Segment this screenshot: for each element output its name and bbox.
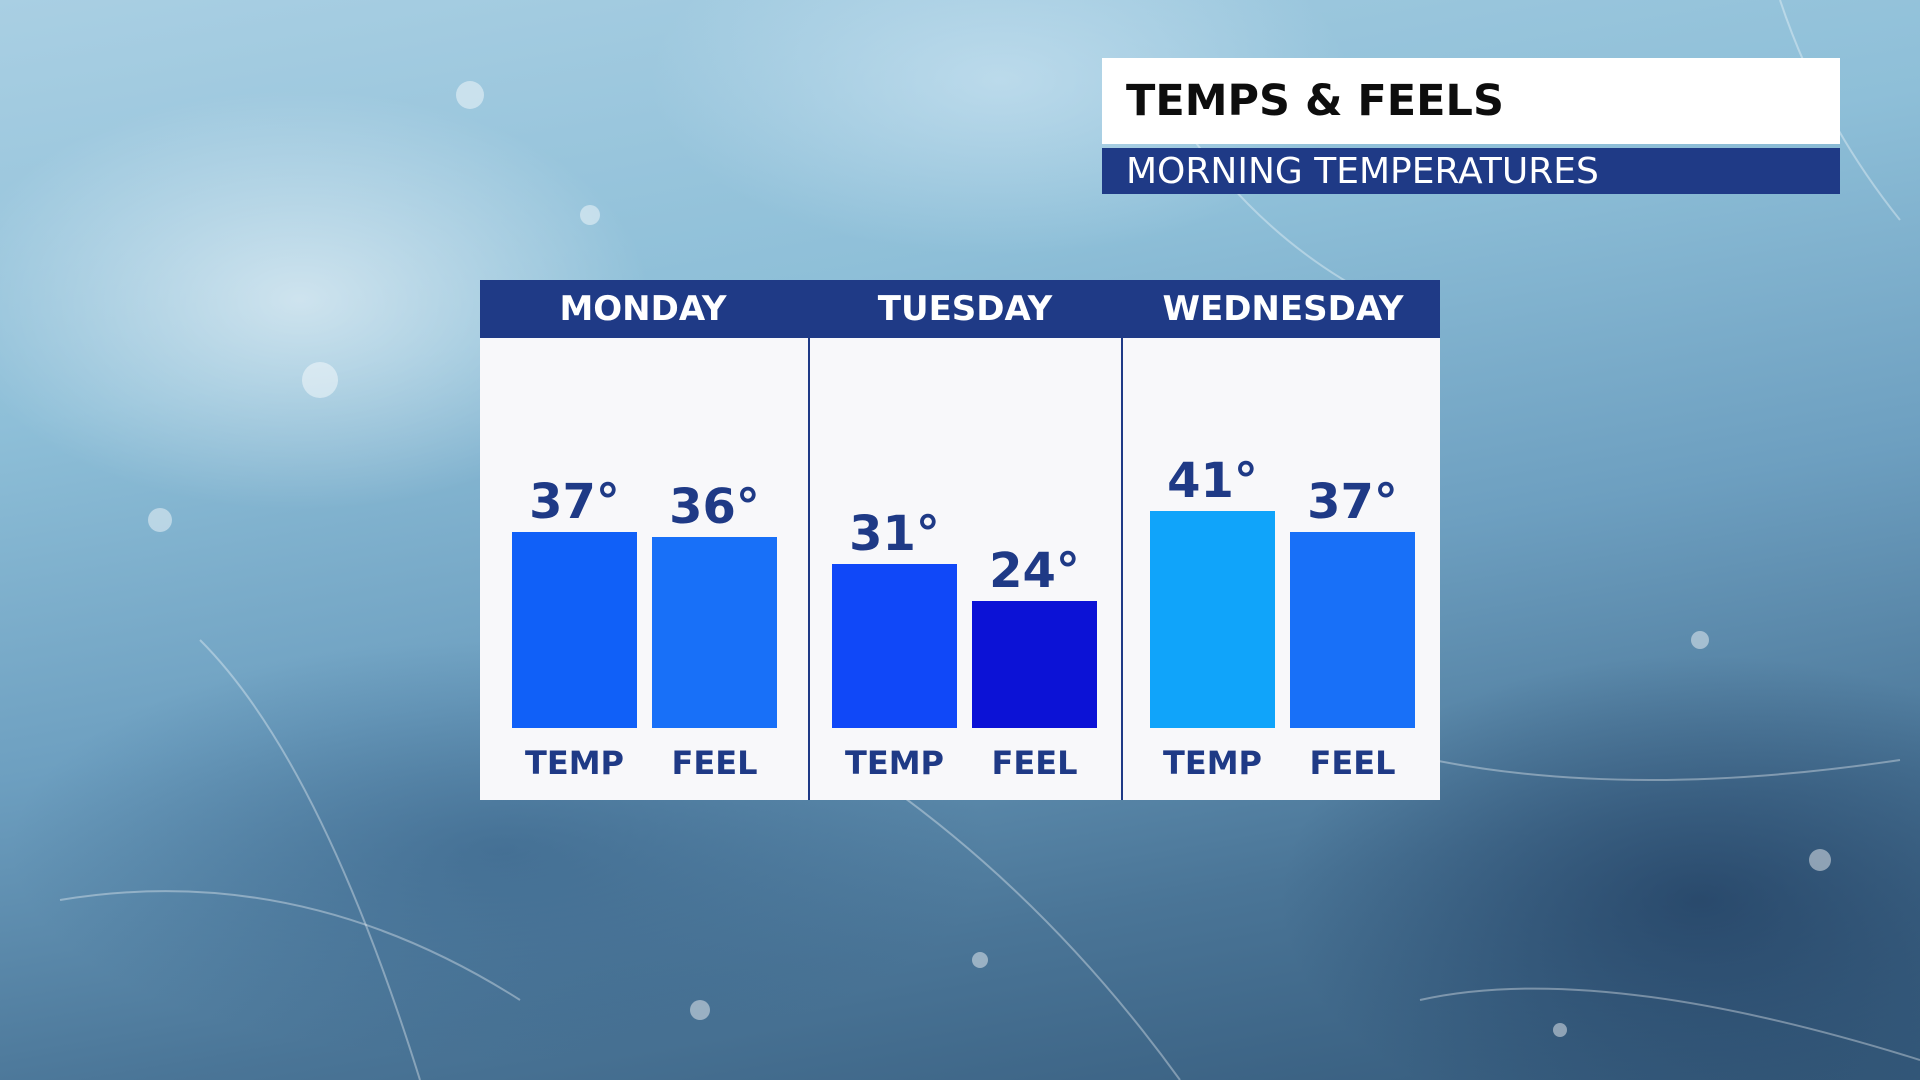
day-divider <box>1121 338 1123 800</box>
bar-category-label: TEMP <box>845 744 944 782</box>
value-label: 36° <box>669 479 760 535</box>
bar-category-label: TEMP <box>525 744 624 782</box>
bar-monday-feel <box>652 537 777 728</box>
bar-category-label: FEEL <box>1309 744 1396 782</box>
bar-tuesday-feel <box>972 601 1097 728</box>
day-header-bar <box>480 280 1440 338</box>
bar-category-label: TEMP <box>1163 744 1262 782</box>
day-label: MONDAY <box>559 289 727 329</box>
bar-monday-temp <box>512 532 637 728</box>
chart-subtitle: MORNING TEMPERATURES <box>1126 150 1599 192</box>
chart-title: TEMPS & FEELS <box>1126 76 1504 126</box>
temperature-chart: MONDAY 37° TEMP 36° FEEL TUESDAY 31° TEMP 24° FEE… <box>480 280 1440 800</box>
bar-wednesday-feel <box>1290 532 1415 728</box>
bar-wednesday-temp <box>1150 511 1275 728</box>
day-divider <box>808 338 810 800</box>
value-label: 31° <box>849 506 940 562</box>
title-box: TEMPS & FEELS <box>1102 58 1840 144</box>
bar-category-label: FEEL <box>671 744 758 782</box>
day-label: WEDNESDAY <box>1162 289 1404 329</box>
value-label: 41° <box>1167 453 1258 509</box>
value-label: 37° <box>1307 474 1398 530</box>
day-label: TUESDAY <box>877 289 1053 329</box>
value-label: 24° <box>989 543 1080 599</box>
bar-tuesday-temp <box>832 564 957 728</box>
value-label: 37° <box>529 474 620 530</box>
subtitle-box: MORNING TEMPERATURES <box>1102 148 1840 194</box>
bar-category-label: FEEL <box>991 744 1078 782</box>
